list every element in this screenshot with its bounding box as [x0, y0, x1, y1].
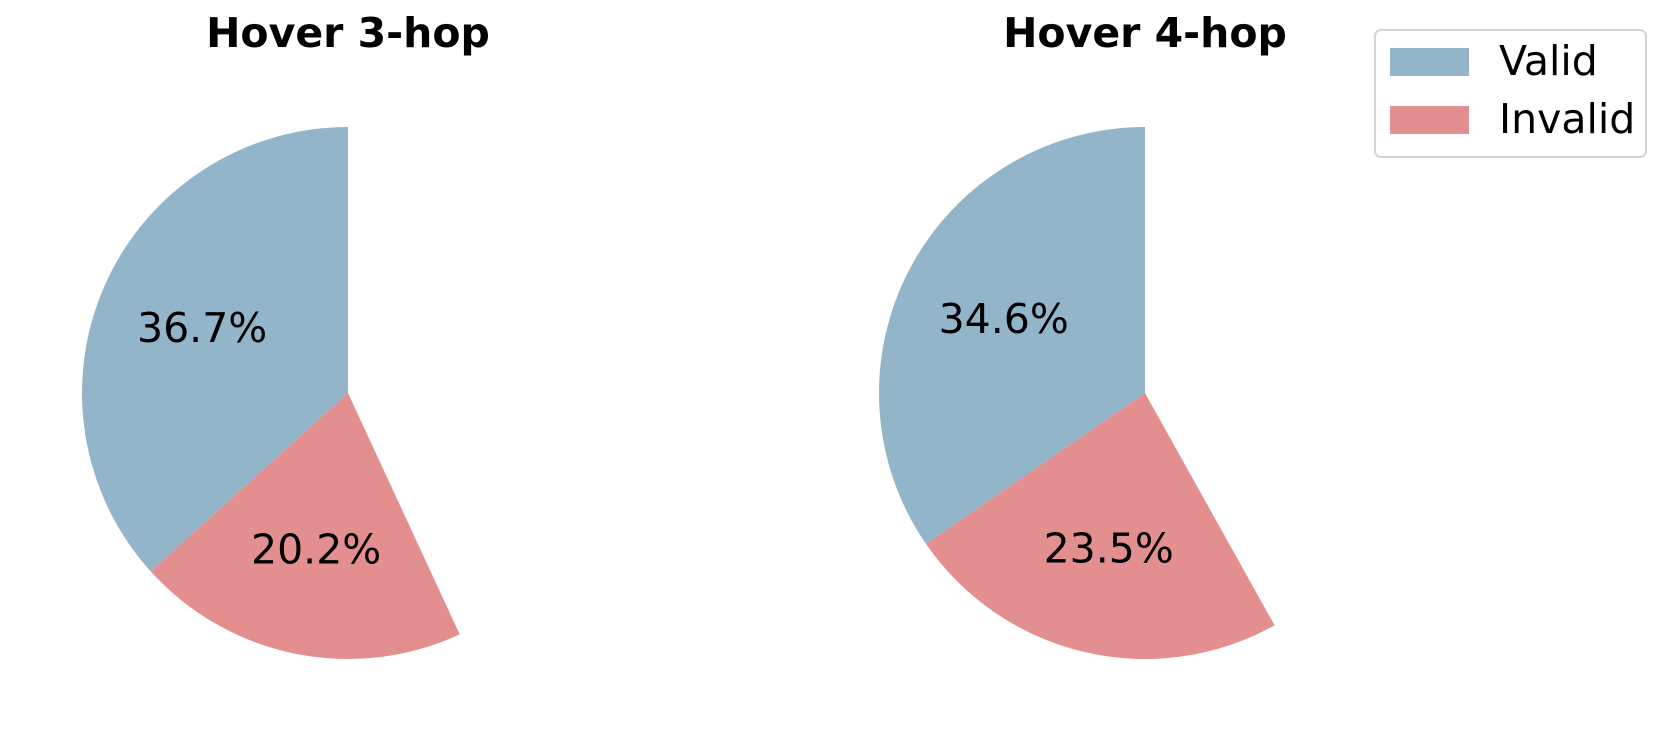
pie-label-invalid: 23.5% [1044, 524, 1174, 572]
chart-title: Hover 4-hop [1003, 9, 1287, 57]
pie-chart-hover-3-hop: Hover 3-hop 36.7% 20.2% [82, 9, 490, 659]
pie-label-valid: 34.6% [939, 295, 1069, 343]
pie-slice-valid [82, 127, 348, 572]
legend-item-valid: Valid [1390, 37, 1598, 85]
legend-swatch-valid [1390, 48, 1469, 76]
pie-slice-invalid [925, 393, 1275, 660]
chart-title: Hover 3-hop [206, 9, 490, 57]
pie-label-valid: 36.7% [137, 304, 267, 352]
pie-slice-invalid [150, 393, 460, 659]
pie-label-invalid: 20.2% [251, 525, 381, 573]
pie-slices [879, 127, 1275, 660]
pie-slices [82, 127, 460, 659]
pie-chart-hover-4-hop: Hover 4-hop 34.6% 23.5% [879, 9, 1287, 660]
legend-item-invalid: Invalid [1390, 95, 1635, 143]
legend: Valid Invalid [1374, 29, 1647, 158]
legend-swatch-invalid [1390, 106, 1469, 134]
legend-label-invalid: Invalid [1499, 95, 1635, 143]
pie-labels: 34.6% 23.5% [939, 295, 1174, 573]
pie-labels: 36.7% 20.2% [137, 304, 381, 573]
pie-slice-valid [879, 127, 1145, 544]
legend-label-valid: Valid [1499, 37, 1598, 85]
